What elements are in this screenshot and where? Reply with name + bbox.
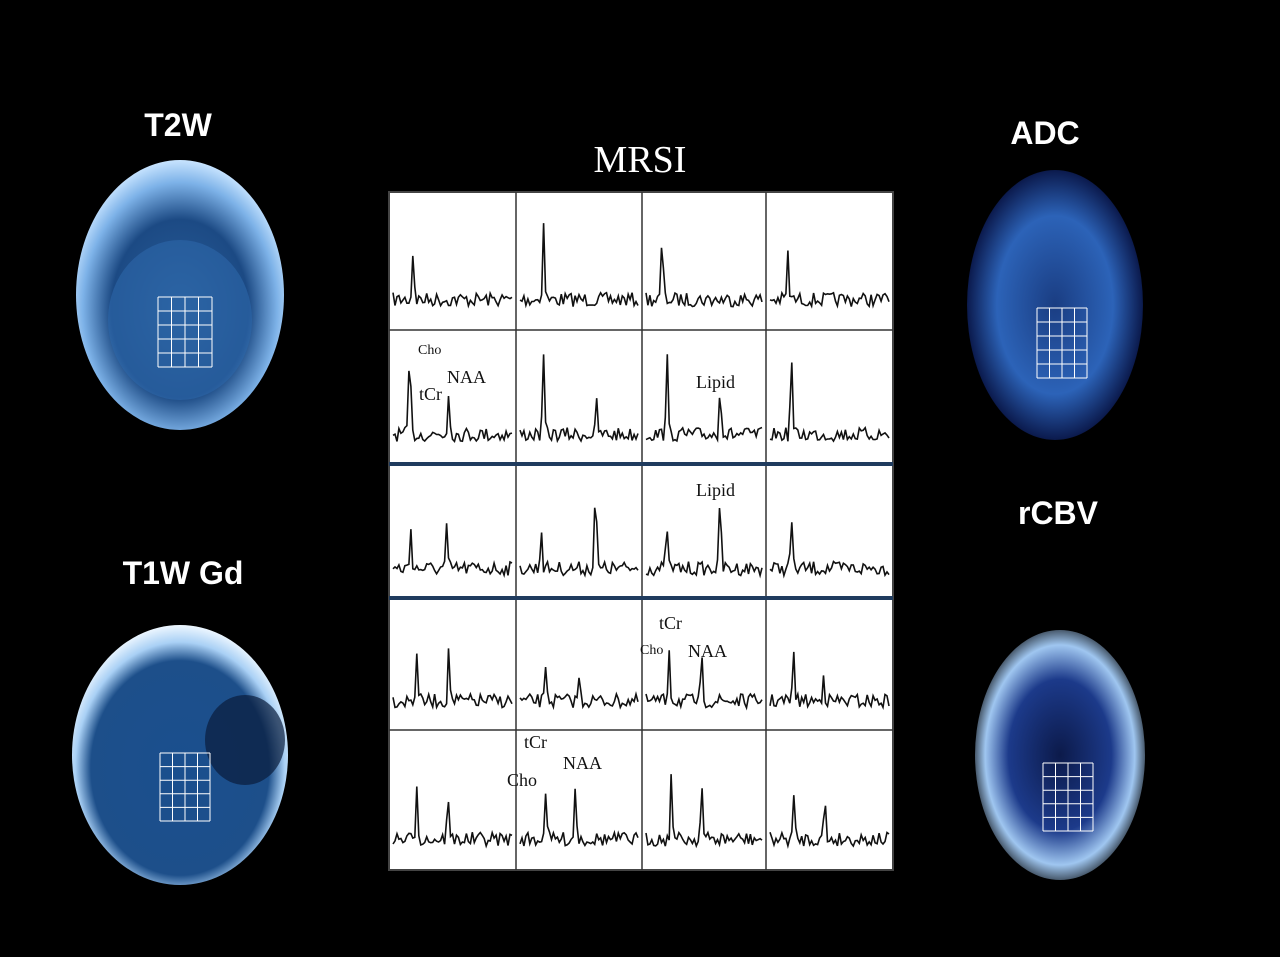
- peak-label: NAA: [447, 367, 486, 387]
- spectrum: [519, 788, 639, 848]
- spectrum: [519, 354, 639, 444]
- brain-image: [72, 625, 288, 885]
- peak-label: tCr: [659, 613, 682, 633]
- mrsi-title: MRSI: [594, 139, 687, 181]
- spectrum: [769, 362, 890, 443]
- peak-label: tCr: [524, 732, 547, 752]
- spectra: [389, 192, 893, 870]
- spectrum: [645, 650, 763, 711]
- peak-label: Lipid: [696, 480, 735, 500]
- spectrum: [519, 667, 639, 711]
- spectrum: [392, 370, 513, 443]
- mrsi-grid: [388, 191, 894, 871]
- spectrum: [645, 247, 763, 308]
- peak-label: NAA: [688, 641, 727, 661]
- brain-image: [205, 695, 285, 785]
- spectrum: [769, 250, 890, 309]
- panel-label: ADC: [1010, 115, 1079, 151]
- spectrum: [769, 522, 890, 579]
- panel-label: T2W: [144, 107, 212, 143]
- spectrum: [519, 223, 639, 309]
- spectrum: [645, 774, 763, 849]
- panel-label: rCBV: [1018, 495, 1099, 531]
- spectrum: [392, 648, 513, 711]
- spectrum: [519, 507, 639, 578]
- brain-image: [108, 240, 252, 400]
- spectrum: [769, 795, 890, 849]
- spectrum: [645, 354, 763, 443]
- spectrum: [645, 507, 763, 579]
- peak-label: Cho: [640, 643, 663, 658]
- spectrum: [769, 651, 890, 711]
- spectrum: [392, 255, 513, 309]
- peak-label: Cho: [507, 770, 537, 790]
- panel-label: T1W Gd: [123, 555, 244, 591]
- peak-label: Lipid: [696, 372, 735, 392]
- brain-image: [967, 170, 1143, 440]
- spectrum: [392, 523, 513, 579]
- peak-label: Cho: [418, 343, 441, 358]
- spectrum: [392, 786, 513, 849]
- peak-label: tCr: [419, 384, 442, 404]
- brain-image: [975, 630, 1145, 880]
- peak-label: NAA: [563, 753, 602, 773]
